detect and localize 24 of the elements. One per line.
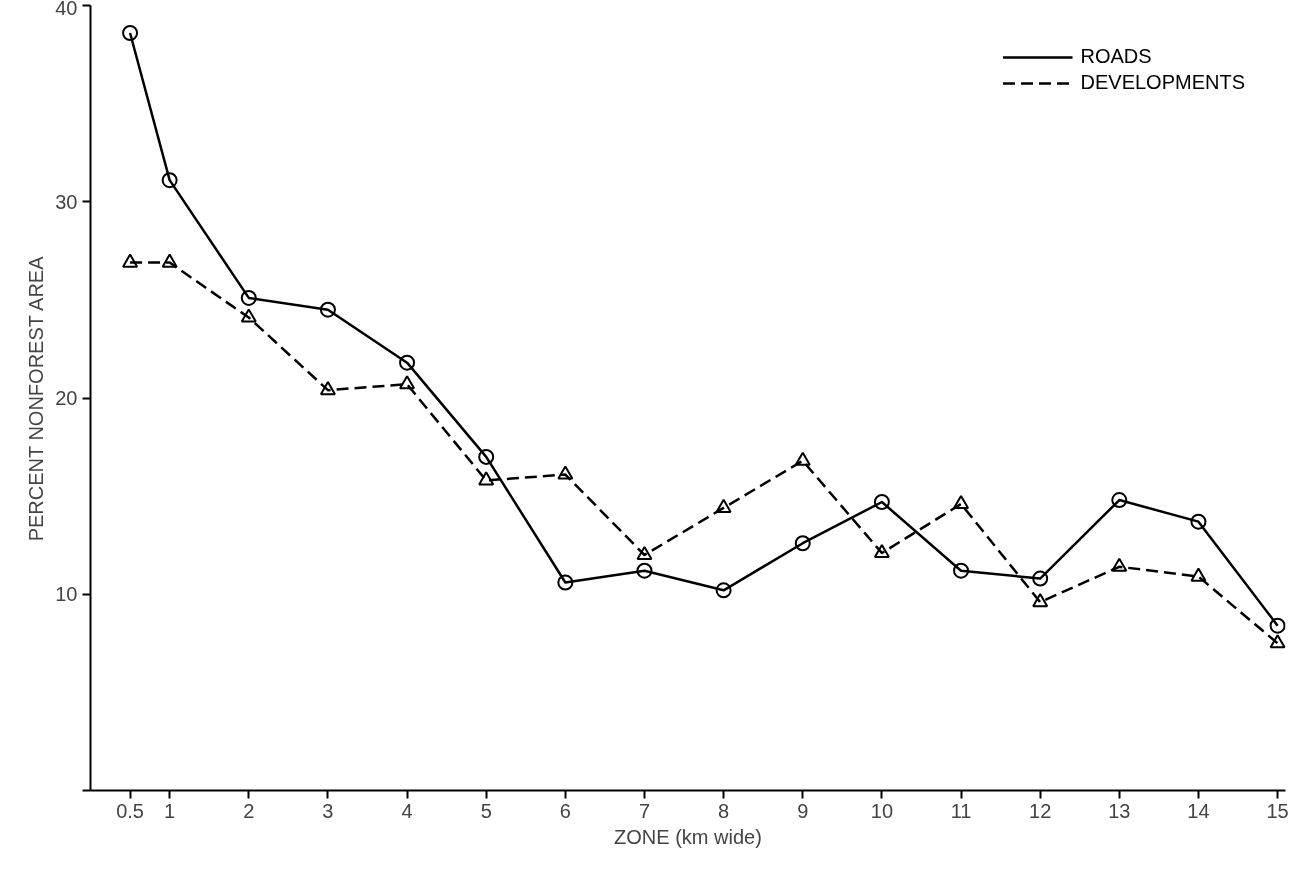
x-tick-label: 4 [401, 799, 413, 822]
x-tick-label: 3 [322, 799, 334, 822]
x-tick-label: 10 [870, 799, 894, 822]
x-tick-label: 6 [559, 799, 571, 822]
x-tick-label: 15 [1266, 799, 1289, 822]
x-tick-label: 5 [480, 799, 492, 822]
x-tick-label: 7 [638, 799, 651, 822]
y-axis-title: PERCENT NONFOREST AREA [25, 255, 48, 542]
x-tick-label: 11 [950, 799, 972, 822]
x-tick-label: 14 [1187, 799, 1210, 822]
x-tick-label: 1 [164, 799, 176, 822]
legend-label: ROADS [1080, 45, 1152, 68]
y-tick-label: 10 [55, 583, 78, 606]
x-axis-title: ZONE (km wide) [614, 825, 762, 848]
x-tick-label: 2 [243, 799, 255, 822]
x-tick-label: 0.5 [116, 799, 144, 822]
x-tick-label: 9 [797, 799, 809, 822]
y-tick-label: 40 [55, 0, 78, 19]
y-tick-label: 30 [55, 190, 78, 213]
x-tick-label: 8 [718, 799, 730, 822]
x-tick-label: 13 [1108, 799, 1131, 822]
x-tick-label: 12 [1029, 799, 1052, 822]
legend-label: DEVELOPMENTS [1080, 71, 1245, 94]
y-tick-label: 20 [55, 387, 78, 409]
